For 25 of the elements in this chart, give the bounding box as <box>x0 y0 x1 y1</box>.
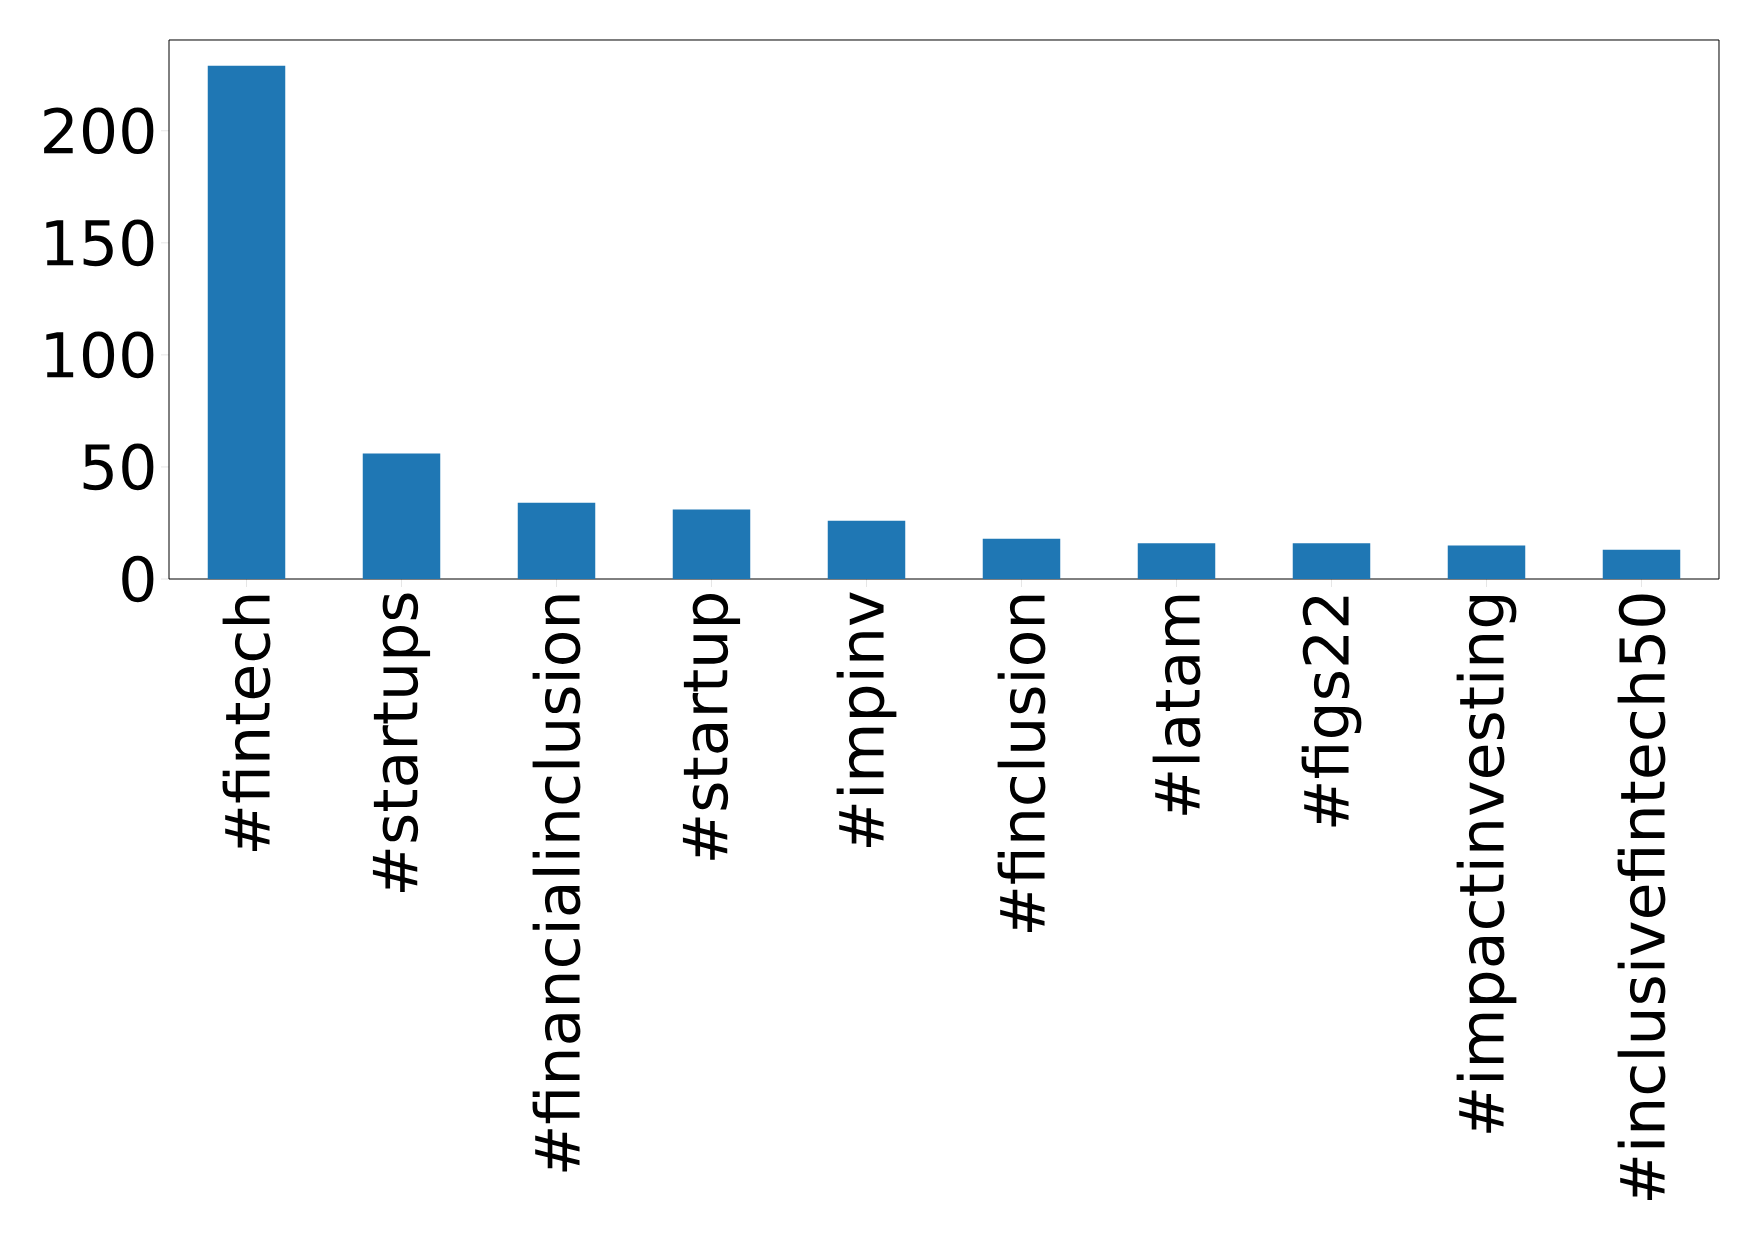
x-tick-label: #inclusivefintech50 <box>1617 594 1666 1200</box>
x-tick-label: #impactinvesting <box>1456 596 1517 1133</box>
x-tick-label: #latam <box>1152 595 1201 815</box>
y-tick-label: 50 <box>83 443 154 491</box>
bar <box>1292 543 1371 579</box>
x-tick-label: #figs22 <box>1301 596 1362 827</box>
bar <box>672 509 751 579</box>
y-tick-label: 150 <box>46 219 154 267</box>
x-tick-label: #startup <box>682 593 741 860</box>
bar <box>982 538 1061 579</box>
bar <box>1602 549 1681 579</box>
bar <box>827 520 906 579</box>
bar <box>207 65 286 579</box>
bar <box>1137 543 1216 579</box>
x-tick-label: #financialinclusion <box>532 595 581 1172</box>
x-tick-label: #finclusion <box>997 595 1046 933</box>
x-tick-label: #impinv <box>836 592 897 847</box>
x-tick-label: #fintech <box>222 595 271 851</box>
x-tick-label: #startups <box>372 593 431 892</box>
bar <box>1447 545 1526 579</box>
y-tick-label: 0 <box>122 555 154 603</box>
bar <box>517 502 596 579</box>
bar <box>362 453 441 579</box>
y-tick-label: 100 <box>46 331 154 379</box>
y-tick-label: 200 <box>44 107 154 155</box>
